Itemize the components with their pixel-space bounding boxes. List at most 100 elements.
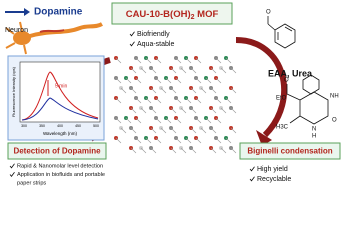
y-label: Fluorescence Intensity (cps) — [11, 66, 16, 117]
bond — [205, 77, 212, 84]
bond — [210, 147, 217, 154]
bond — [210, 127, 217, 134]
bond — [150, 87, 157, 94]
bond — [195, 137, 202, 144]
bond — [145, 57, 152, 64]
mof-title: CAU-10-B(OH)2 MOF — [126, 9, 219, 21]
bond — [190, 147, 197, 154]
bond — [185, 97, 192, 104]
bond — [160, 87, 167, 94]
bond — [140, 147, 147, 154]
bond — [195, 97, 202, 104]
check-icon — [9, 163, 15, 169]
curved-arrow — [235, 37, 288, 138]
check-icon — [249, 166, 255, 172]
bond — [230, 147, 237, 154]
bond — [190, 127, 197, 134]
bond — [160, 127, 167, 134]
product — [286, 74, 329, 125]
bond — [215, 97, 222, 104]
bond — [150, 67, 157, 74]
bond — [180, 67, 187, 74]
bond — [170, 147, 177, 154]
bond — [120, 127, 127, 134]
bond — [120, 87, 127, 94]
bond — [115, 57, 122, 64]
bond — [135, 97, 142, 104]
bond — [230, 67, 237, 74]
bond — [215, 77, 222, 84]
bond — [125, 117, 132, 124]
spectrum-blue — [21, 97, 99, 121]
bond — [180, 147, 187, 154]
bond — [180, 107, 187, 114]
biginelli-title: Biginelli condensation — [247, 147, 332, 156]
bond — [115, 97, 122, 104]
mof-title-box — [111, 2, 233, 25]
bond — [220, 67, 227, 74]
atom: H3C — [276, 125, 289, 131]
bond — [225, 137, 232, 144]
atom: H — [312, 134, 316, 140]
mof-structure — [114, 56, 237, 154]
feature: Recyclable — [257, 176, 291, 183]
bond — [230, 87, 237, 94]
bond — [215, 137, 222, 144]
bond — [135, 117, 142, 124]
bond — [170, 67, 177, 74]
bond — [130, 127, 137, 134]
bond — [155, 77, 162, 84]
feature: paper strips — [17, 180, 46, 186]
bond — [215, 57, 222, 64]
bond — [115, 137, 122, 144]
bond — [150, 127, 157, 134]
bond — [185, 57, 192, 64]
bond — [125, 77, 132, 84]
check-icon — [249, 176, 255, 182]
feature: Rapid & Nanomolar level detection — [17, 163, 103, 169]
bond — [165, 77, 172, 84]
arrow-head — [24, 8, 30, 16]
reagents: EAA, Urea — [268, 68, 313, 78]
dopamine-label: Dopamine — [34, 7, 83, 18]
bond — [190, 67, 197, 74]
bond — [195, 117, 202, 124]
bond — [140, 67, 147, 74]
bond — [115, 77, 122, 84]
feature: Application in biofluids and portable — [17, 172, 105, 178]
atom: N — [312, 127, 316, 133]
bond — [220, 107, 227, 114]
bond — [115, 117, 122, 124]
bond — [230, 107, 237, 114]
x-tick-label: 450 — [75, 124, 81, 128]
bond — [185, 137, 192, 144]
check-icon — [9, 172, 15, 177]
benzaldehyde — [267, 16, 296, 49]
bond — [190, 87, 197, 94]
bond — [175, 137, 182, 144]
x-tick-label: 350 — [39, 124, 45, 128]
arrow-head — [256, 130, 272, 146]
bond — [220, 147, 227, 154]
bond — [230, 127, 237, 134]
feature: Aqua-stable — [137, 41, 174, 48]
title-sub: 2 — [191, 14, 195, 21]
detection-box — [7, 142, 107, 160]
atom: O — [332, 118, 337, 124]
bond — [200, 87, 207, 94]
bond — [200, 127, 207, 134]
bond — [130, 107, 137, 114]
bond — [165, 117, 172, 124]
bond — [155, 137, 162, 144]
bond — [215, 117, 222, 124]
bond — [150, 147, 157, 154]
check-icon — [129, 41, 135, 47]
bond — [175, 117, 182, 124]
bond — [170, 87, 177, 94]
feature: High yield — [257, 166, 288, 173]
x-label: Wavelength (nm) — [43, 131, 78, 136]
x-tick-label: 400 — [57, 124, 63, 128]
atom: EtO — [276, 96, 287, 102]
annotation: 5 min — [55, 83, 67, 89]
bond — [210, 87, 217, 94]
